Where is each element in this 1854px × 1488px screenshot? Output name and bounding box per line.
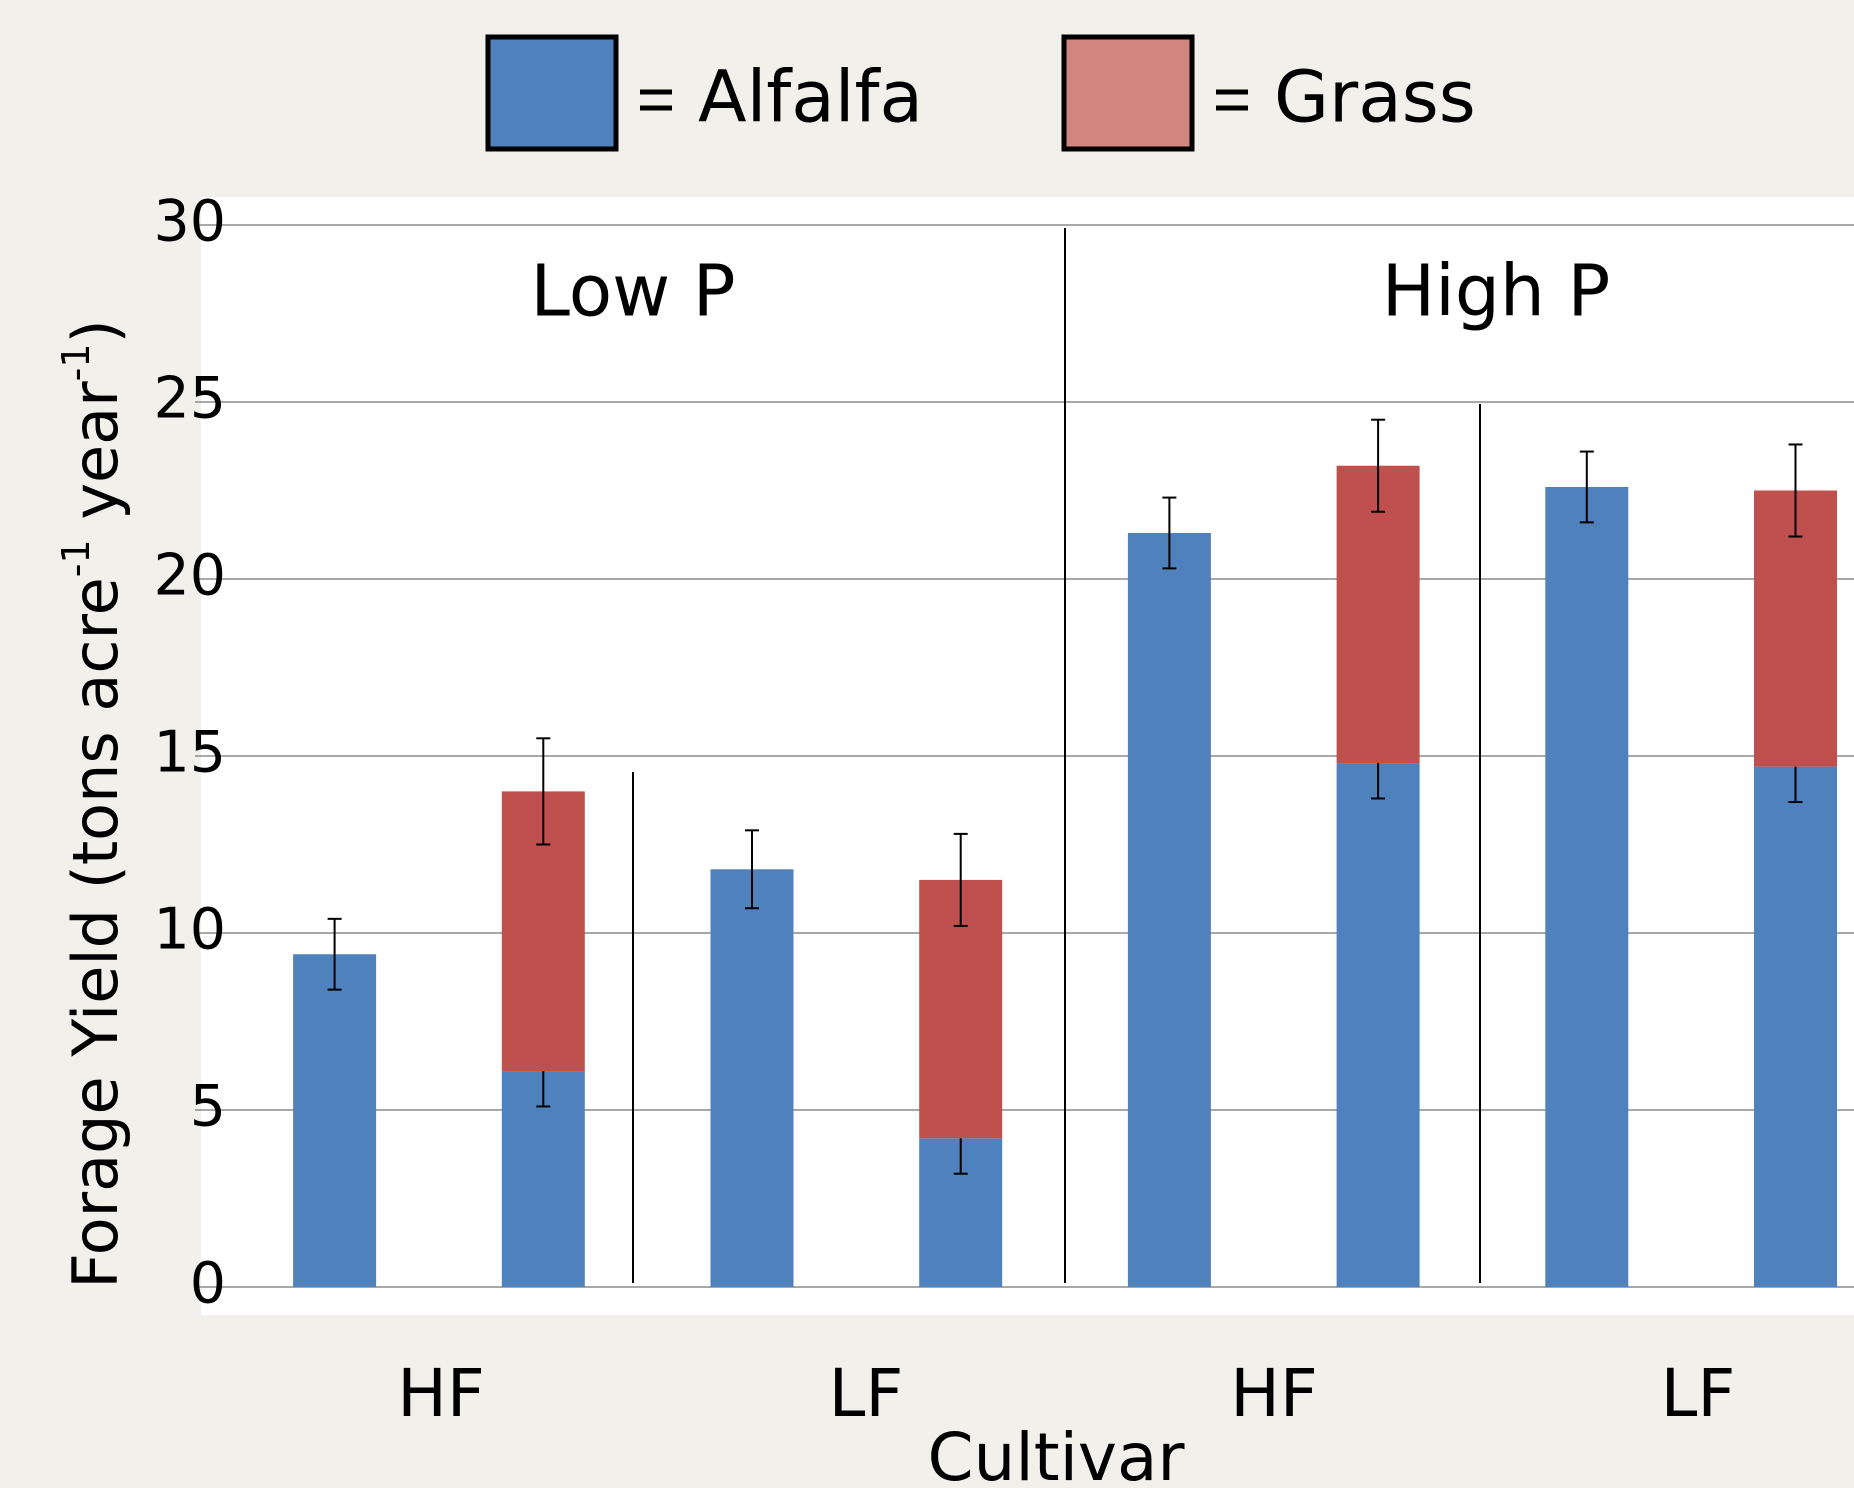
y-axis-label-part: ) [59, 319, 132, 343]
bar-segment [711, 869, 794, 1287]
y-tick-label: 10 [153, 897, 226, 963]
x-tick-label: HF [1230, 1355, 1318, 1432]
legend-swatch [488, 37, 616, 149]
x-tick-label: HF [397, 1355, 485, 1432]
y-tick-label: 15 [153, 720, 226, 786]
bar-segment [1337, 763, 1420, 1287]
bar-segment [293, 954, 376, 1287]
chart: 051015202530Forage Yield (tons acre-1 ye… [0, 0, 1854, 1488]
bar-segment [1545, 487, 1628, 1287]
x-tick-label: LF [829, 1355, 904, 1432]
y-axis-label: Forage Yield (tons acre-1 year-1) [54, 319, 133, 1289]
y-axis-label-superscript: -1 [54, 539, 98, 577]
y-tick-label: 25 [153, 366, 226, 432]
legend-label: Grass [1274, 56, 1476, 139]
y-tick-label: 0 [190, 1251, 226, 1317]
y-axis-label-part: year [59, 381, 132, 540]
bar-segment [1128, 533, 1211, 1287]
panel-label: High P [1382, 250, 1611, 333]
bar-segment [1754, 767, 1837, 1287]
x-axis-label: Cultivar [927, 1419, 1185, 1488]
legend-swatch [1064, 37, 1192, 149]
y-axis-label-superscript: -1 [54, 343, 98, 381]
legend-label: Alfalfa [698, 56, 923, 139]
panel-label: Low P [530, 250, 735, 333]
y-tick-label: 30 [153, 189, 226, 255]
page: 051015202530Forage Yield (tons acre-1 ye… [0, 0, 1854, 1488]
y-tick-label: 5 [190, 1074, 226, 1140]
y-tick-label: 20 [153, 543, 226, 609]
y-axis-label-part: Forage Yield (tons acre [59, 577, 132, 1289]
x-tick-label: LF [1661, 1355, 1736, 1432]
